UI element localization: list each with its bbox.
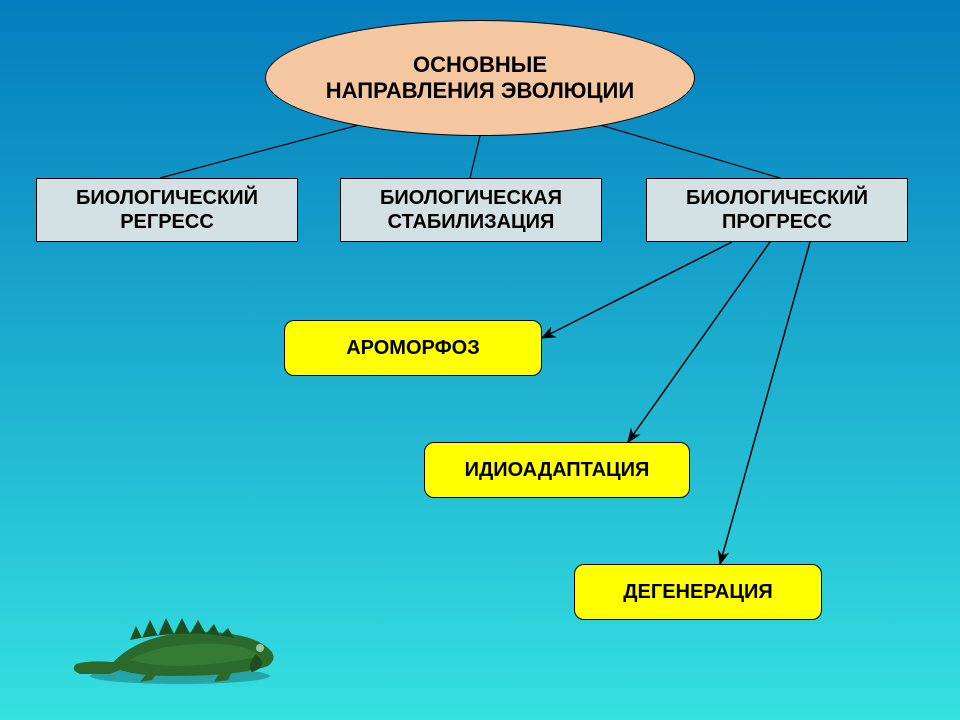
- root-line2: НАПРАВЛЕНИЯ ЭВОЛЮЦИИ: [326, 78, 634, 104]
- lizard-illustration: [70, 580, 300, 690]
- child-box-2: ДЕГЕНЕРАЦИЯ: [574, 564, 822, 620]
- category-line2: ПРОГРЕСС: [722, 210, 832, 234]
- category-line1: БИОЛОГИЧЕСКИЙ: [76, 186, 258, 210]
- child-label: ДЕГЕНЕРАЦИЯ: [623, 580, 772, 604]
- child-box-0: АРОМОРФОЗ: [284, 320, 542, 376]
- root-node: ОСНОВНЫЕНАПРАВЛЕНИЯ ЭВОЛЮЦИИ: [265, 20, 695, 136]
- category-line2: РЕГРЕСС: [120, 210, 214, 234]
- category-line2: СТАБИЛИЗАЦИЯ: [388, 210, 555, 234]
- category-line1: БИОЛОГИЧЕСКАЯ: [380, 186, 562, 210]
- category-line1: БИОЛОГИЧЕСКИЙ: [686, 186, 868, 210]
- child-box-1: ИДИОАДАПТАЦИЯ: [424, 442, 690, 498]
- child-label: ИДИОАДАПТАЦИЯ: [465, 458, 650, 482]
- root-line1: ОСНОВНЫЕ: [413, 52, 547, 78]
- child-label: АРОМОРФОЗ: [346, 336, 480, 360]
- category-box-2: БИОЛОГИЧЕСКИЙПРОГРЕСС: [646, 178, 908, 242]
- category-box-1: БИОЛОГИЧЕСКАЯСТАБИЛИЗАЦИЯ: [340, 178, 602, 242]
- category-box-0: БИОЛОГИЧЕСКИЙРЕГРЕСС: [36, 178, 298, 242]
- diagram-canvas: ОСНОВНЫЕНАПРАВЛЕНИЯ ЭВОЛЮЦИИ БИОЛОГИЧЕСК…: [0, 0, 960, 720]
